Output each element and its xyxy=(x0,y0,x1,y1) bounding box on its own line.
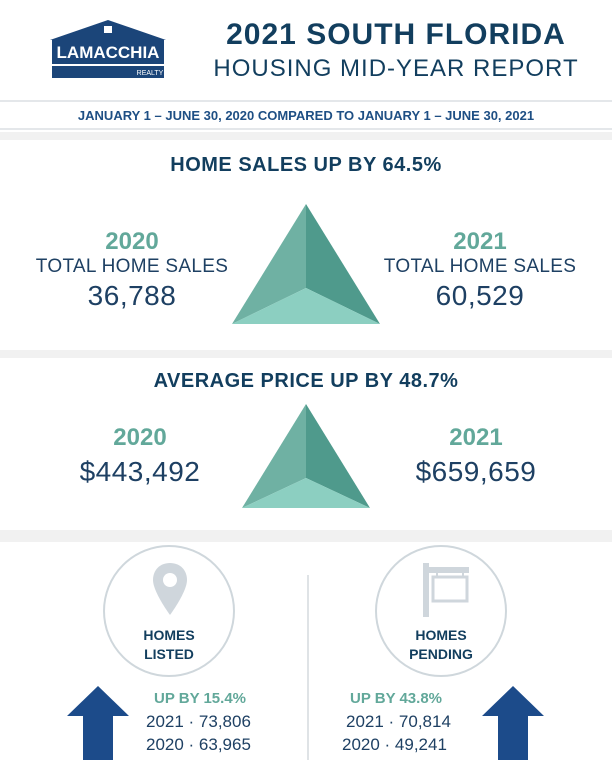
average-price-value: $443,492 xyxy=(79,456,201,487)
up-arrow-icon xyxy=(67,686,129,760)
year-label: 2020 xyxy=(105,228,159,255)
pyramid-icon xyxy=(242,404,370,508)
total-home-sales-label: TOTAL HOME SALES xyxy=(383,256,577,277)
total-home-sales-label: TOTAL HOME SALES xyxy=(35,256,229,277)
pyramid-icon xyxy=(232,204,380,324)
section-divider xyxy=(0,350,612,358)
home-sales-2020: 2020 TOTAL HOME SALES 36,788 xyxy=(22,228,242,312)
year-label: 2021 xyxy=(453,228,507,255)
home-sales-title: HOME SALES UP BY 64.5% xyxy=(170,154,442,176)
average-price-section: AVERAGE PRICE UP BY 48.7% 2020 $443,492 … xyxy=(0,358,612,530)
homes-pending-increase: UP BY 43.8% xyxy=(350,690,442,707)
home-sales-value: 36,788 xyxy=(87,280,177,311)
homes-pending-2020: 2020 · 49,241 xyxy=(342,735,447,754)
up-arrow-icon xyxy=(482,686,544,760)
homes-listed-label: HOMES LISTED xyxy=(143,627,195,662)
home-sales-section: HOME SALES UP BY 64.5% 2020 TOTAL HOME S… xyxy=(0,140,612,350)
report-header: LAMACCHIA REALTY 2021 SOUTH FLORIDA HOUS… xyxy=(0,0,612,98)
homes-listed-increase: UP BY 15.4% xyxy=(154,690,246,707)
home-sales-2021: 2021 TOTAL HOME SALES 60,529 xyxy=(370,228,590,312)
homes-listed-2021: 2021 · 73,806 xyxy=(146,712,251,731)
home-sales-value: 60,529 xyxy=(435,280,525,311)
report-subtitle: HOUSING MID-YEAR REPORT xyxy=(213,55,579,82)
homes-pending-label: HOMES PENDING xyxy=(409,627,473,662)
for-sale-sign-icon xyxy=(423,563,469,617)
lamacchia-logo: LAMACCHIA REALTY xyxy=(50,20,166,78)
homes-listed-badge: HOMES LISTED xyxy=(103,545,235,677)
date-range-bar: JANUARY 1 – JUNE 30, 2020 COMPARED TO JA… xyxy=(0,100,612,130)
year-label: 2021 xyxy=(449,424,503,451)
logo-text: LAMACCHIA xyxy=(57,43,160,62)
average-price-title: AVERAGE PRICE UP BY 48.7% xyxy=(153,370,459,392)
report-title: 2021 SOUTH FLORIDA xyxy=(226,18,566,51)
section-divider xyxy=(0,530,612,542)
section-divider xyxy=(0,132,612,140)
homes-listed-2020: 2020 · 63,965 xyxy=(146,735,251,754)
map-pin-icon xyxy=(153,563,187,615)
logo-subtext: REALTY xyxy=(137,70,164,77)
homes-pending-badge: HOMES PENDING xyxy=(375,545,507,677)
average-price-2020: 2020 $443,492 xyxy=(50,424,230,488)
homes-pending-2021: 2021 · 70,814 xyxy=(346,712,451,731)
average-price-value: $659,659 xyxy=(415,456,537,487)
year-label: 2020 xyxy=(113,424,167,451)
column-divider xyxy=(307,575,309,760)
average-price-2021: 2021 $659,659 xyxy=(386,424,566,488)
